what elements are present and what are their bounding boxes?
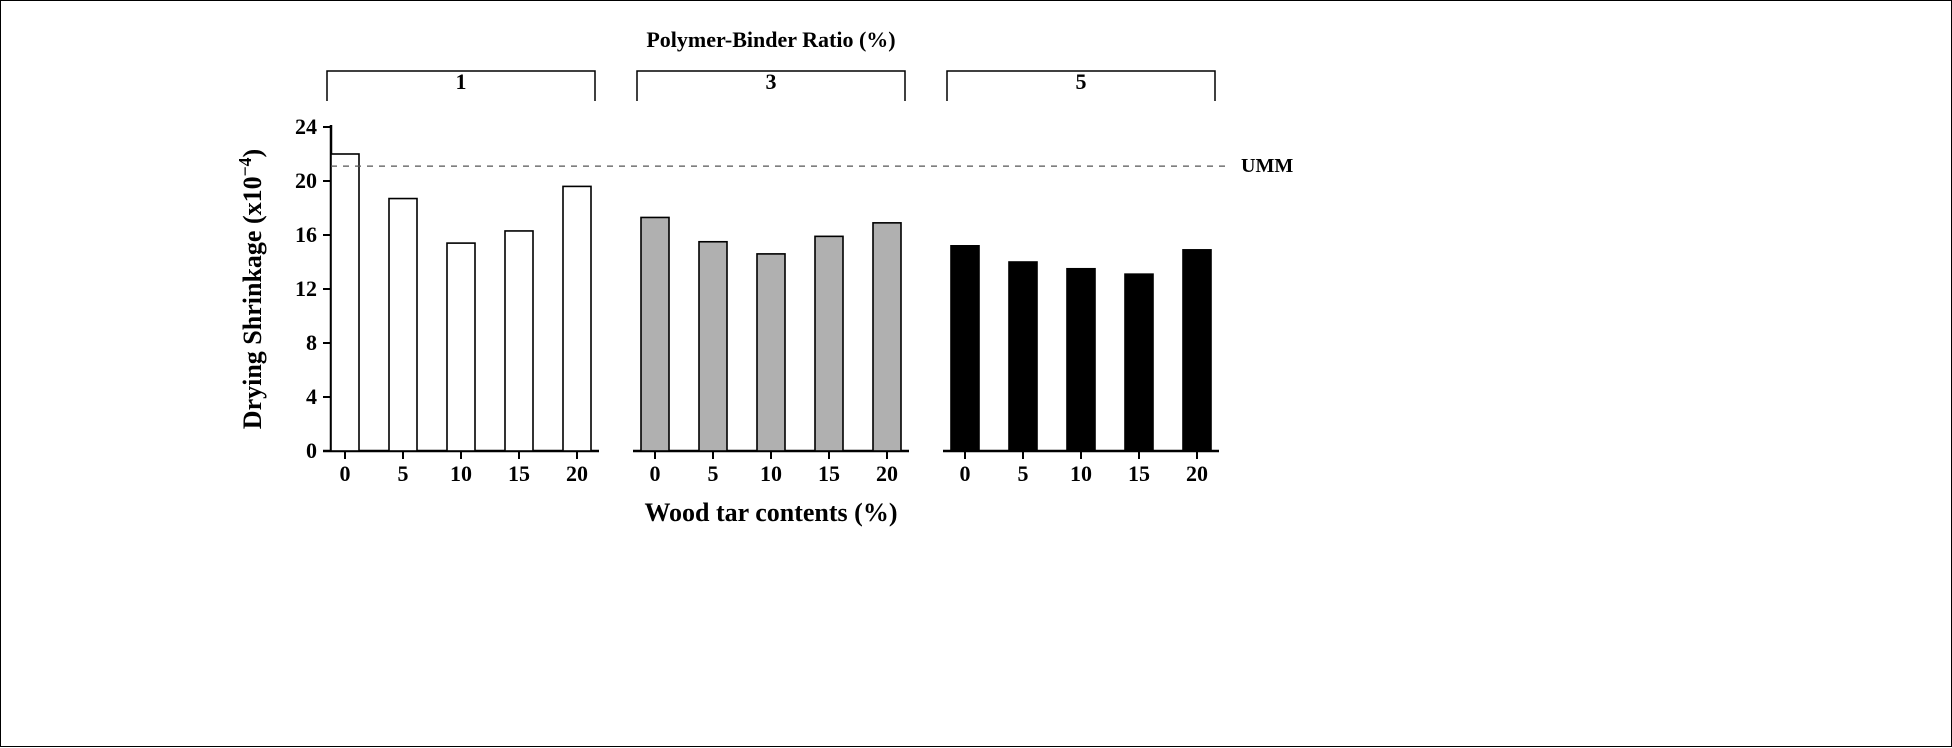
bar xyxy=(757,254,785,451)
bar xyxy=(951,246,979,451)
x-tick-label: 15 xyxy=(1128,461,1150,486)
bar xyxy=(1009,262,1037,451)
bar xyxy=(563,186,591,451)
bar xyxy=(641,217,669,451)
outer-frame: Polymer-Binder Ratio (%) 1 3 5 0 4 8 12 16 20 24 Dr… xyxy=(0,0,1952,747)
bar xyxy=(815,236,843,451)
x-tick-label: 20 xyxy=(566,461,588,486)
bar xyxy=(389,199,417,451)
x-tick-label: 15 xyxy=(818,461,840,486)
bar xyxy=(447,243,475,451)
x-tick-label: 0 xyxy=(650,461,661,486)
y-tick-label: 12 xyxy=(295,276,317,301)
bar xyxy=(699,242,727,451)
x-tick-label: 10 xyxy=(450,461,472,486)
group-label: 5 xyxy=(1076,69,1087,94)
y-tick-label: 4 xyxy=(306,384,317,409)
bar xyxy=(873,223,901,451)
x-axis-label: Wood tar contents (%) xyxy=(644,498,897,527)
x-tick-label: 20 xyxy=(1186,461,1208,486)
bar xyxy=(331,154,359,451)
x-tick-label: 5 xyxy=(1018,461,1029,486)
umm-label: UMM xyxy=(1241,155,1293,177)
x-tick-label: 20 xyxy=(876,461,898,486)
y-tick-label: 20 xyxy=(295,168,317,193)
x-tick-label: 5 xyxy=(708,461,719,486)
drying-shrinkage-chart: Polymer-Binder Ratio (%) 1 3 5 0 4 8 12 16 20 24 Dr… xyxy=(1,1,1952,748)
y-tick-label: 16 xyxy=(295,222,317,247)
y-tick-label: 0 xyxy=(306,438,317,463)
chart-title: Polymer-Binder Ratio (%) xyxy=(646,27,895,52)
group-label: 3 xyxy=(766,69,777,94)
bar xyxy=(505,231,533,451)
x-tick-label: 15 xyxy=(508,461,530,486)
x-tick-label: 0 xyxy=(960,461,971,486)
bar xyxy=(1067,269,1095,451)
y-tick-label: 24 xyxy=(295,114,317,139)
x-tick-label: 0 xyxy=(340,461,351,486)
y-tick-label: 8 xyxy=(306,330,317,355)
x-tick-label: 10 xyxy=(1070,461,1092,486)
x-tick-label: 10 xyxy=(760,461,782,486)
group-label: 1 xyxy=(456,69,467,94)
bar xyxy=(1183,250,1211,451)
bar xyxy=(1125,274,1153,451)
y-axis-label: Drying Shrinkage (x10−4) xyxy=(235,149,267,429)
x-tick-label: 5 xyxy=(398,461,409,486)
